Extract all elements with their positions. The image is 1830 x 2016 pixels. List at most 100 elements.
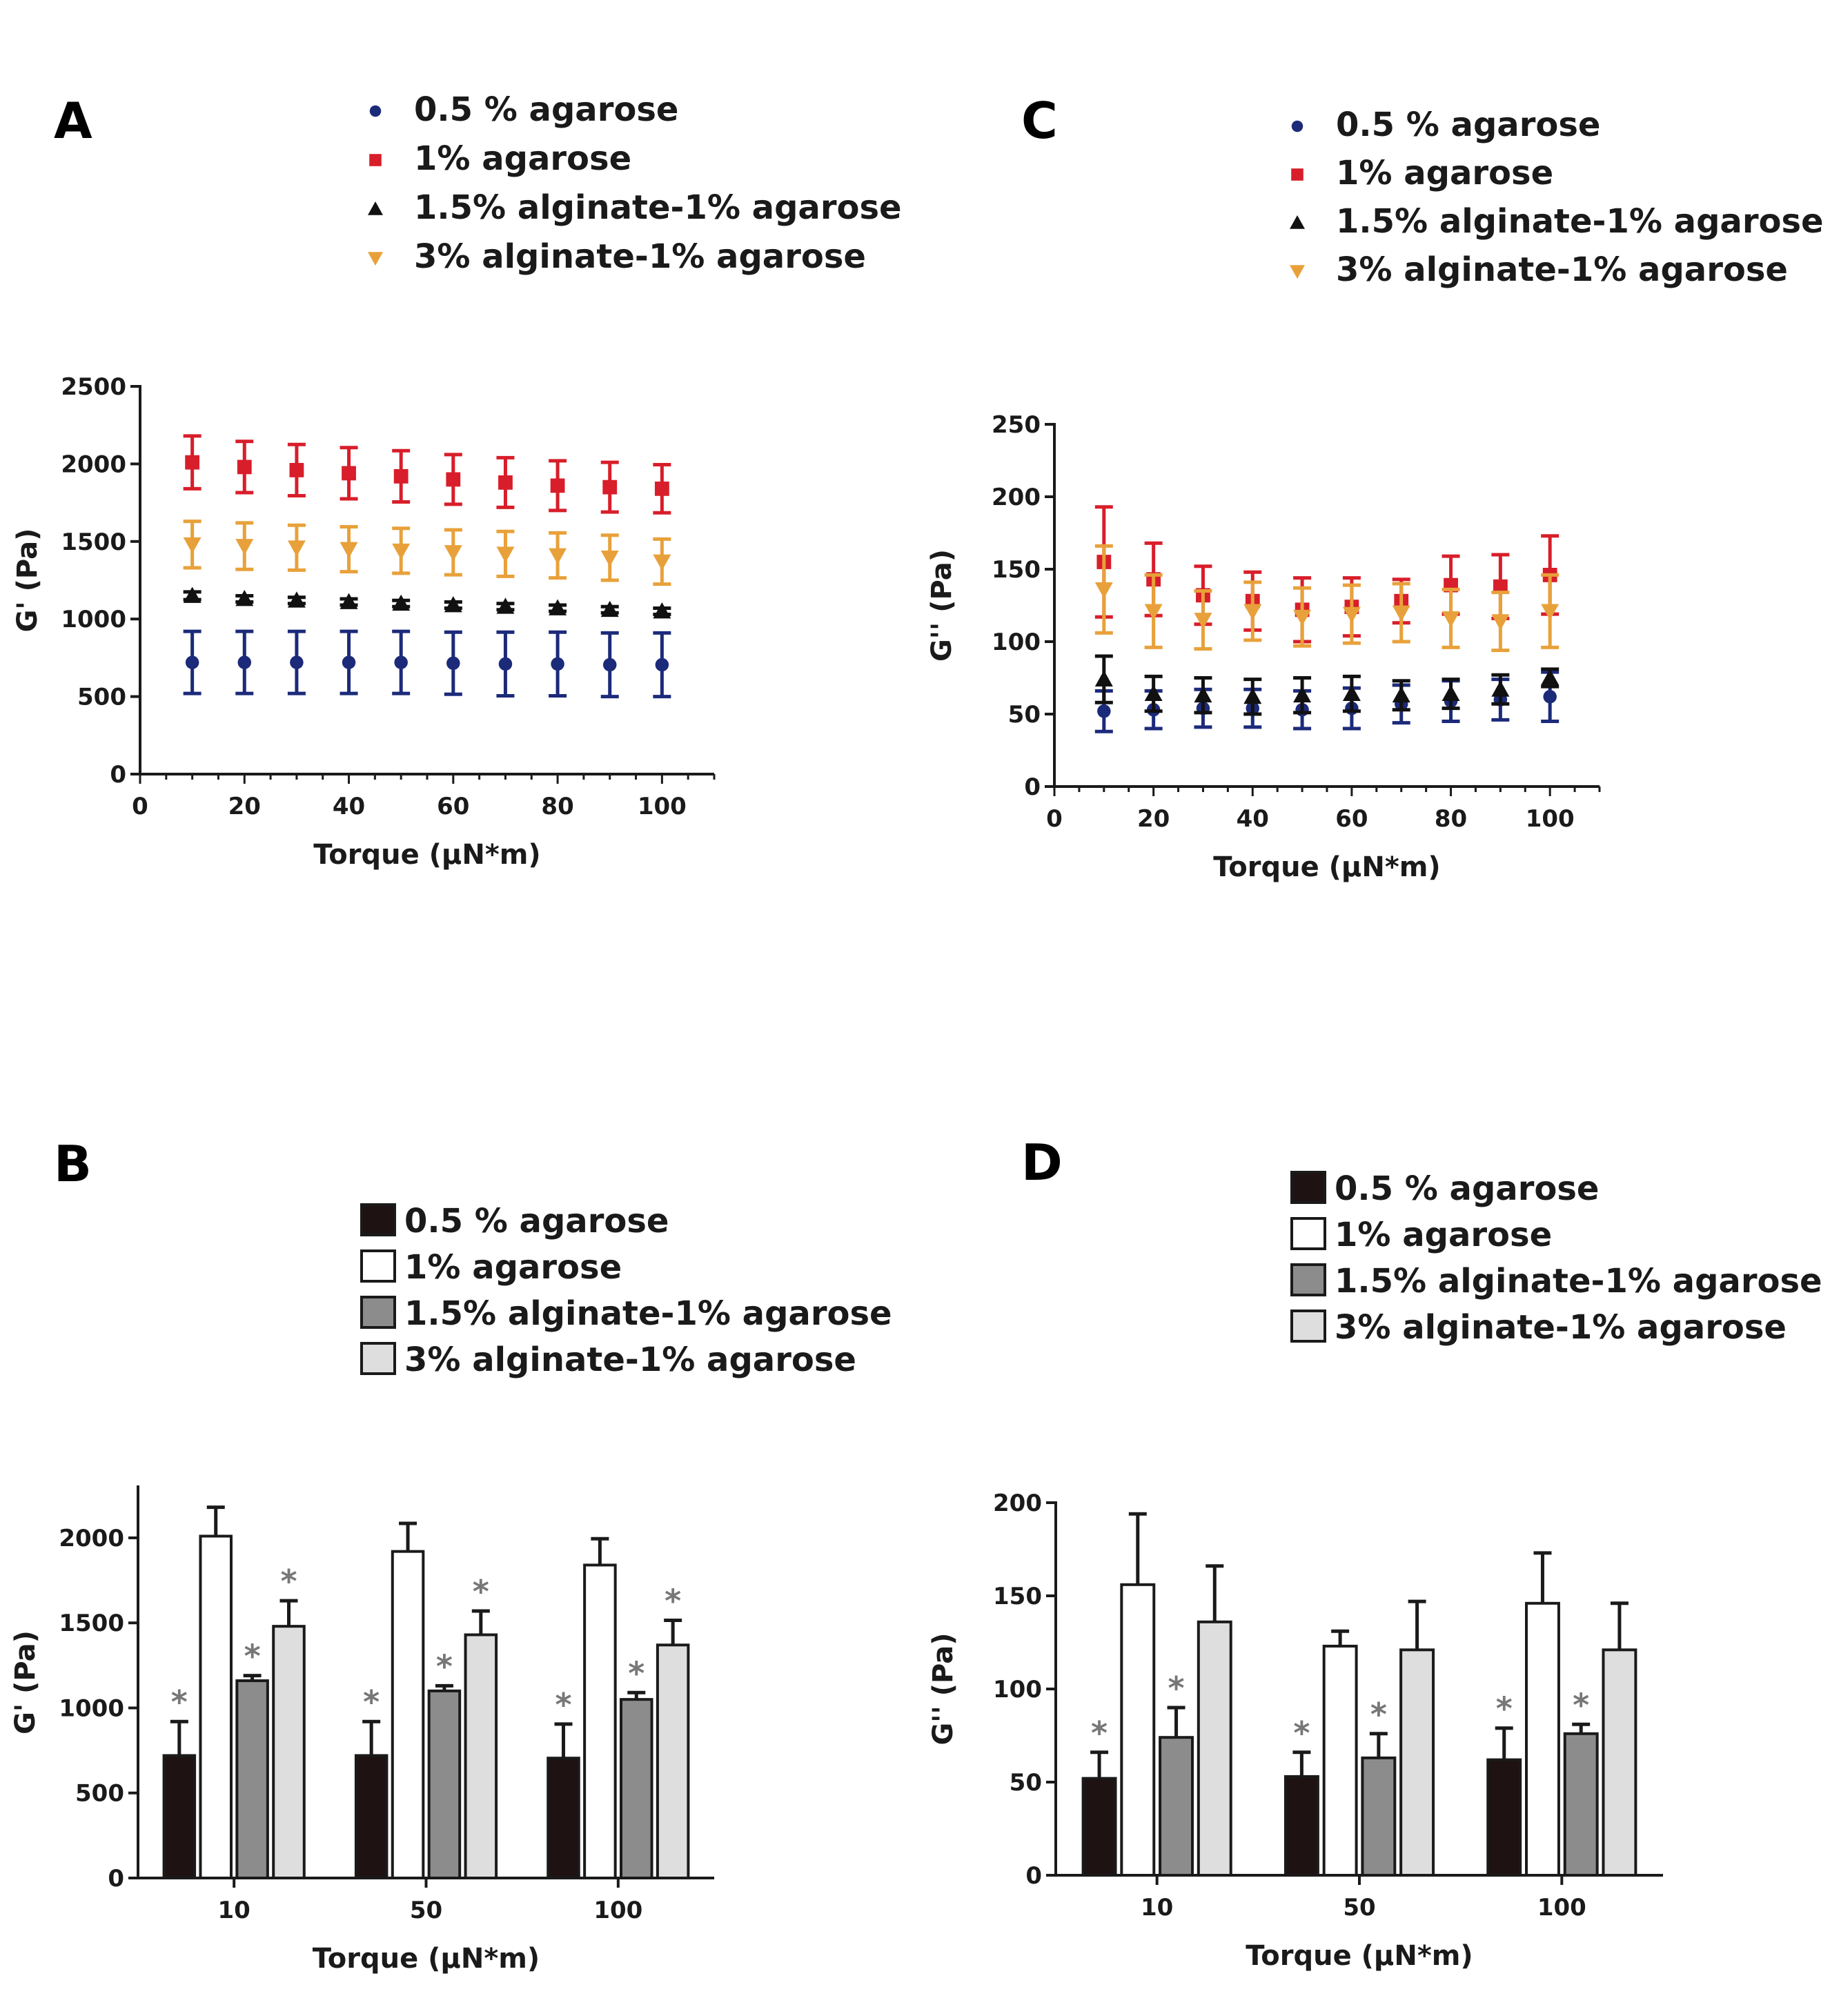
data-point [1541, 669, 1560, 685]
data-point [1442, 684, 1460, 701]
data-point [1094, 582, 1113, 599]
y-tick-label: 1000 [59, 1694, 124, 1722]
data-point [1541, 604, 1560, 620]
data-point [600, 600, 619, 617]
axes: 0 50 100 150 200 G'' (Pa) Torque (µN*m) 10 50 100 [927, 1490, 1663, 1972]
x-tick-label: 10 [1141, 1894, 1173, 1921]
data-point [446, 472, 461, 487]
legend-marker [1291, 168, 1303, 181]
data-point [653, 602, 671, 619]
data-point [1491, 614, 1510, 631]
y-tick-label: 50 [1010, 1769, 1042, 1797]
data-point [342, 466, 356, 481]
significance-star: * [1573, 1686, 1589, 1723]
panel-letter: B [54, 1135, 92, 1193]
bar [1322, 1644, 1358, 1877]
y-tick-label: 0 [110, 761, 126, 789]
data-point [654, 481, 669, 496]
legend-swatch [360, 1203, 396, 1236]
bar [1563, 1732, 1599, 1877]
significance-star: * [363, 1683, 380, 1721]
legend: 0.5 % agarose 1% agarose 1.5% alginate-1% … [360, 1202, 892, 1379]
data-point [1491, 680, 1510, 697]
significance-star: * [1293, 1714, 1310, 1752]
significance-star: * [473, 1573, 489, 1610]
y-axis-title: G' (Pa) [10, 1630, 41, 1735]
x-tick-label: 60 [437, 793, 469, 820]
panel-b: B 0.5 % agarose 1% agarose 1.5% alginate-1%… [10, 1135, 892, 1975]
axes: 0 500 1000 1500 2000 G' (Pa) Torque (µN*m) 10 50… [10, 1485, 714, 1975]
data-point [496, 546, 515, 563]
data-point [446, 656, 460, 671]
data-point [1094, 670, 1113, 686]
x-tick-label: 40 [1237, 805, 1269, 833]
significance-star: * [244, 1638, 261, 1675]
data-point [1194, 686, 1212, 703]
y-tick-label: 500 [77, 684, 126, 711]
legend-label: 1.5% alginate-1% agarose [404, 1294, 892, 1333]
data-point [444, 545, 462, 562]
data-point [289, 462, 304, 477]
x-tick-label: 100 [1537, 1894, 1586, 1921]
significance-star: * [1168, 1670, 1185, 1707]
data-point [602, 658, 617, 672]
panel-a: A 0.5 % agarose 1% agarose 1.5% alginate-1%… [12, 90, 902, 871]
bar [391, 1550, 425, 1879]
x-tick-label: 0 [1046, 805, 1063, 833]
legend-label: 3% alginate-1% agarose [1336, 250, 1788, 289]
y-tick-label: 2500 [61, 373, 126, 401]
data-point [498, 475, 513, 490]
x-tick-label: 60 [1335, 805, 1368, 833]
legend-swatch [360, 1296, 396, 1329]
data-point [287, 591, 306, 608]
legend-label: 0.5 % agarose [1336, 106, 1600, 144]
data-point [237, 459, 252, 475]
data-point [185, 455, 200, 470]
axes: 0 50 100 150 200 250 G'' (Pa) Torque (µN*m) 0 20 4… [926, 411, 1601, 883]
legend-label: 1.5% alginate-1% agarose [1336, 202, 1824, 241]
y-tick-label: 1000 [61, 606, 126, 633]
data-point [1194, 613, 1212, 629]
y-axis-title: G' (Pa) [12, 528, 43, 633]
legend-label: 0.5 % agarose [414, 90, 678, 129]
y-axis-title: G'' (Pa) [926, 549, 958, 662]
bar [547, 1757, 580, 1879]
y-tick-label: 0 [108, 1865, 124, 1893]
data-point [1144, 684, 1163, 701]
y-tick-label: 150 [993, 1583, 1042, 1610]
x-tick-label: 50 [1343, 1894, 1375, 1921]
series-1 [1094, 670, 1560, 733]
bar [620, 1698, 653, 1879]
panel-c: C 0.5 % agarose 1% agarose 1.5% alginate-1%… [926, 92, 1824, 883]
y-tick-label: 0 [1024, 773, 1041, 801]
data-point [444, 595, 462, 613]
series-4 [1197, 1564, 1637, 1877]
x-tick-label: 80 [541, 793, 573, 820]
data-point [185, 655, 199, 669]
data-point [1144, 604, 1163, 620]
bar [1159, 1736, 1194, 1877]
legend-label: 1.5% alginate-1% agarose [1335, 1262, 1822, 1301]
series-2 [199, 1505, 617, 1879]
bar [1602, 1648, 1637, 1877]
legend-marker [368, 201, 383, 215]
y-tick-label: 250 [992, 411, 1041, 439]
data-point [1293, 686, 1312, 703]
data-point [342, 655, 356, 669]
legend-swatch [1290, 1171, 1326, 1204]
panel-letter: D [1021, 1134, 1063, 1192]
bar [1197, 1620, 1232, 1877]
series-1 [183, 629, 671, 699]
x-tick-label: 40 [333, 793, 365, 820]
data-point [549, 548, 567, 565]
x-tick-label: 20 [228, 793, 261, 820]
significance-star: * [436, 1648, 453, 1685]
data-point [183, 586, 201, 603]
significance-star: * [280, 1563, 297, 1600]
x-tick-label: 100 [593, 1897, 642, 1924]
x-axis-title: Torque (µN*m) [313, 1943, 540, 1975]
legend-label: 1% agarose [1335, 1216, 1552, 1254]
y-tick-label: 50 [1008, 701, 1041, 729]
data-point [1442, 611, 1460, 628]
data-point [1293, 609, 1312, 626]
